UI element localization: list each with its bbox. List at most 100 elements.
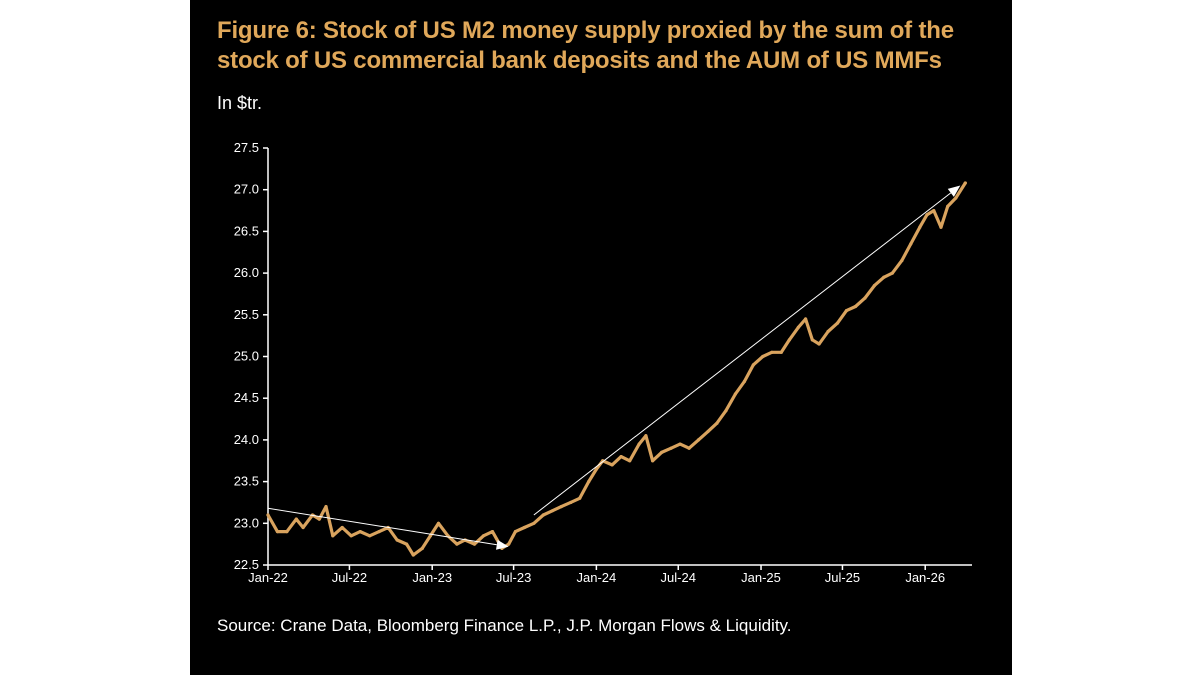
data-point	[349, 534, 353, 538]
data-point	[637, 442, 641, 446]
data-point	[787, 338, 791, 342]
source-note: Source: Crane Data, Bloomberg Finance L.…	[217, 616, 792, 635]
data-point	[619, 454, 623, 459]
x-tick-label: Jan-23	[412, 570, 452, 585]
data-point	[481, 534, 486, 538]
data-point	[770, 350, 774, 354]
data-point	[368, 534, 372, 538]
data-point	[358, 530, 362, 534]
y-tick-label: 26.0	[234, 265, 259, 280]
x-tick-label: Jul-22	[332, 570, 367, 585]
data-point	[696, 438, 701, 442]
data-point	[324, 505, 328, 509]
data-point	[522, 525, 527, 530]
data-point	[724, 409, 728, 413]
series-group	[266, 181, 967, 557]
data-point	[939, 225, 943, 229]
data-point	[428, 534, 432, 538]
data-point	[918, 225, 922, 229]
x-tick-label: Jul-24	[661, 570, 696, 585]
data-point	[733, 392, 737, 396]
data-point	[882, 275, 886, 279]
y-tick-label: 27.0	[234, 182, 259, 197]
data-point	[587, 480, 591, 484]
data-point	[340, 525, 344, 530]
data-point	[872, 284, 876, 288]
x-axis: Jan-22 Jul-22 Jan-23 Jul-23 Jan-24 Jul-24 Jan-…	[248, 564, 972, 585]
data-point	[844, 309, 849, 313]
data-point	[946, 204, 950, 208]
y-tick-label: 24.5	[234, 390, 259, 405]
data-point	[559, 505, 563, 509]
data-point	[420, 546, 424, 550]
data-point	[817, 342, 821, 346]
data-point	[578, 496, 582, 500]
chart-title: Figure 6: Stock of US M2 money supply pr…	[217, 17, 954, 74]
data-point	[455, 542, 459, 546]
line-chart: 22.5 23.0 23.5 24.0 24.5 25.0 25.5 26.0 26.5 27.0…	[234, 140, 972, 585]
trend-arrow-line	[533, 192, 952, 516]
data-point	[610, 463, 614, 467]
trend-arrows	[267, 185, 961, 550]
x-tick-label: Jul-25	[825, 570, 860, 585]
x-tick-label: Jan-25	[741, 570, 781, 585]
data-point	[742, 379, 746, 384]
y-tick-label: 25.0	[234, 349, 259, 364]
x-tick-label: Jan-26	[905, 570, 945, 585]
y-tick-label: 27.5	[234, 140, 259, 155]
data-point	[331, 534, 335, 538]
data-point	[751, 363, 755, 367]
data-point	[853, 304, 858, 309]
y-axis-unit-label: In $tr.	[217, 93, 263, 113]
data-point	[925, 213, 929, 217]
data-point	[266, 513, 270, 517]
data-point	[294, 517, 298, 521]
data-point	[594, 467, 598, 471]
data-point	[285, 530, 289, 534]
data-point	[963, 181, 967, 185]
y-tick-label: 23.5	[234, 474, 259, 489]
data-point	[436, 521, 441, 525]
data-point	[628, 459, 632, 463]
data-point	[678, 442, 682, 446]
data-point	[395, 538, 399, 542]
trend-arrow-head	[496, 539, 509, 550]
data-point	[715, 421, 719, 425]
data-point	[317, 517, 321, 521]
chart-frame: Figure 6: Stock of US M2 money supply pr…	[190, 0, 1012, 675]
data-point	[796, 325, 800, 329]
data-point	[954, 196, 958, 200]
trend-arrow-head	[947, 185, 961, 197]
data-point	[761, 354, 765, 359]
data-point	[507, 542, 511, 546]
trend-arrow-line	[267, 507, 497, 546]
data-point	[900, 258, 904, 263]
data-point	[863, 296, 867, 300]
data-point	[779, 350, 783, 354]
data-point	[550, 509, 554, 513]
data-point	[275, 530, 280, 534]
series-line-m2-proxy	[266, 181, 967, 557]
data-point	[826, 329, 830, 334]
data-point	[513, 530, 518, 534]
data-point	[541, 513, 545, 517]
data-point	[404, 542, 409, 546]
data-point	[490, 530, 495, 534]
data-point	[669, 446, 673, 450]
y-tick-label: 25.5	[234, 307, 259, 322]
data-point	[890, 271, 894, 275]
y-tick-label: 22.5	[234, 557, 259, 572]
data-point	[706, 429, 710, 434]
y-tick-label: 26.5	[234, 223, 259, 238]
data-point	[810, 338, 814, 342]
data-point	[660, 450, 664, 455]
y-tick-label: 24.0	[234, 432, 259, 447]
data-point	[932, 208, 936, 213]
data-point	[835, 321, 840, 325]
data-point	[472, 542, 477, 546]
data-point	[532, 521, 536, 525]
y-tick-label: 23.0	[234, 515, 259, 530]
x-tick-label: Jan-22	[248, 570, 288, 585]
y-axis: 22.5 23.0 23.5 24.0 24.5 25.0 25.5 26.0 26.5 27.0…	[234, 140, 269, 572]
data-point	[301, 525, 305, 530]
